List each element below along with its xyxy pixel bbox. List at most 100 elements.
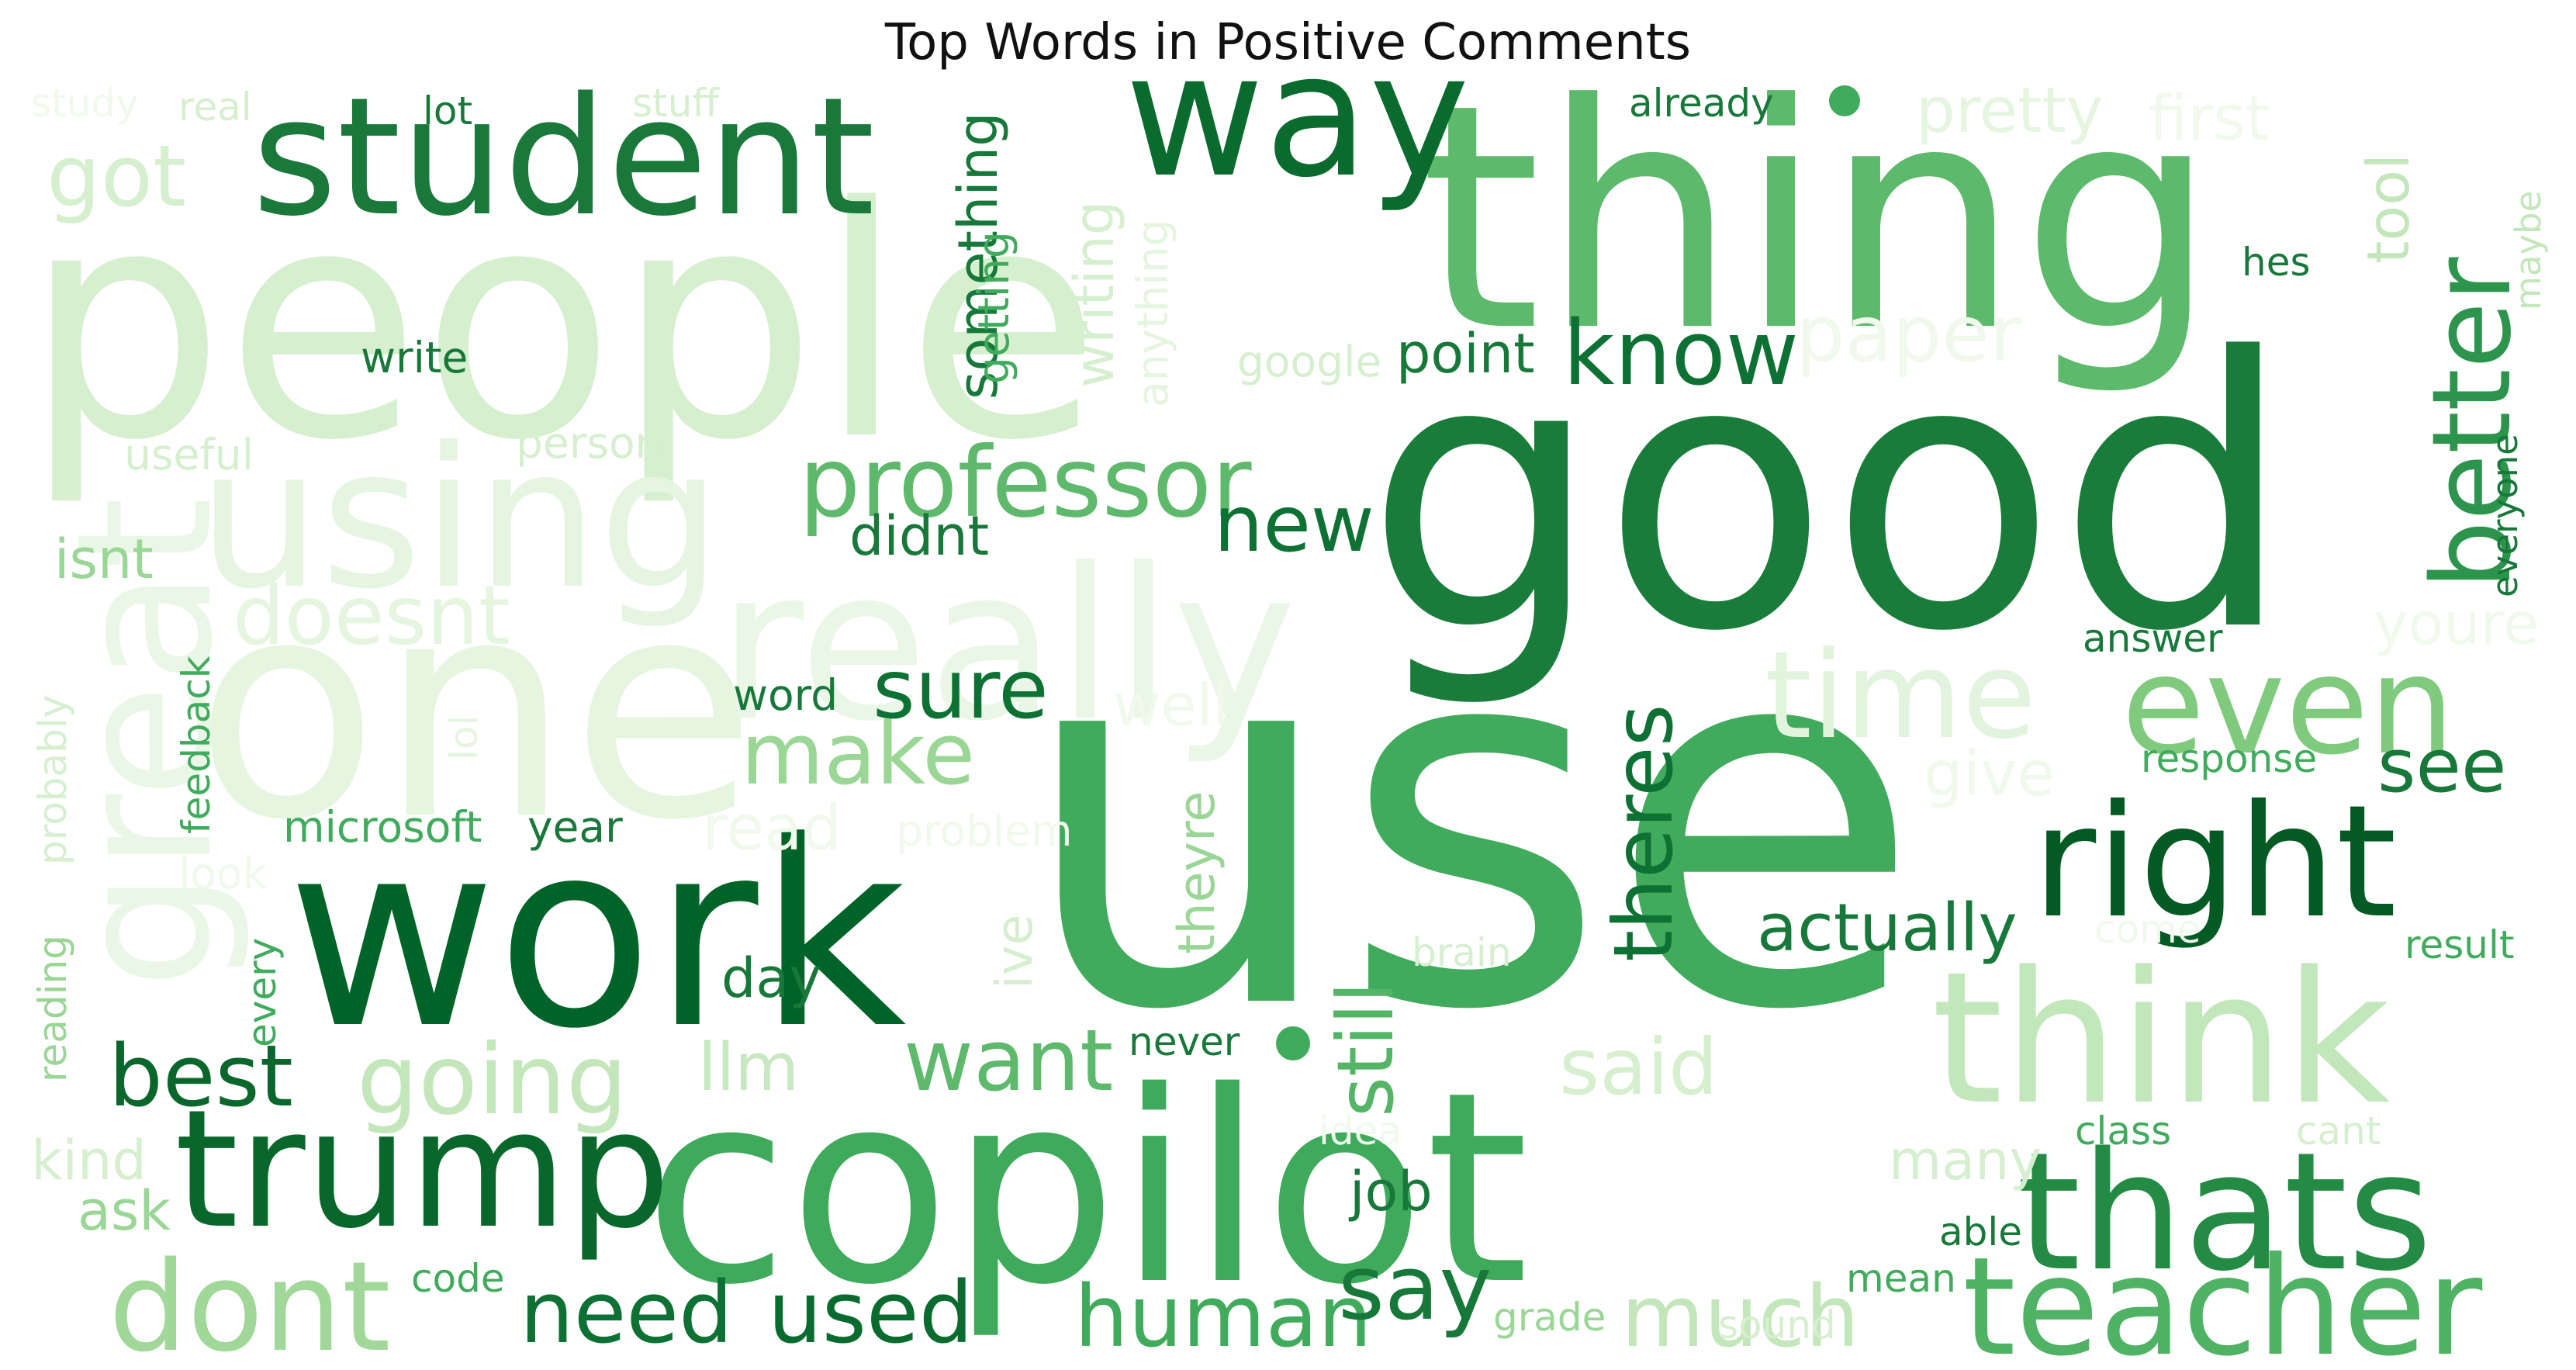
word-student: student bbox=[252, 62, 875, 252]
word-answer: answer bbox=[2083, 616, 2223, 661]
word-job: job bbox=[1348, 1160, 1433, 1223]
word-doesnt: doesnt bbox=[233, 569, 510, 663]
word-well: well bbox=[1113, 671, 1229, 739]
word-anything: anything bbox=[1128, 219, 1177, 407]
word-every: every bbox=[240, 938, 285, 1047]
word-give: give bbox=[1924, 738, 2056, 810]
word-response: response bbox=[2141, 736, 2317, 781]
word-professor: professor bbox=[799, 427, 1252, 539]
word-person: person bbox=[516, 418, 662, 468]
word-come: come bbox=[2094, 907, 2201, 952]
word-many: many bbox=[1889, 1129, 2042, 1192]
word-way: way bbox=[1125, 16, 1470, 215]
word-probably: probably bbox=[30, 695, 75, 865]
word-write: write bbox=[361, 333, 468, 382]
dot-glyph-2 bbox=[1276, 1026, 1310, 1060]
word-better: better bbox=[2409, 257, 2536, 590]
word-need: need bbox=[520, 1263, 733, 1362]
word-good: good bbox=[1365, 279, 2294, 713]
word-llm: llm bbox=[698, 1029, 799, 1106]
word-use: use bbox=[1016, 525, 1922, 1122]
word-said: said bbox=[1559, 1022, 1718, 1112]
word-theyre: theyre bbox=[1168, 791, 1226, 954]
word-class: class bbox=[2075, 1109, 2171, 1154]
word-work: work bbox=[287, 787, 907, 1085]
word-going: going bbox=[357, 1024, 628, 1136]
word-still: still bbox=[1320, 981, 1411, 1117]
word-pretty: pretty bbox=[1916, 74, 2103, 147]
word-using: using bbox=[198, 406, 721, 631]
word-time: time bbox=[1765, 625, 2036, 766]
word-really: really bbox=[717, 523, 1296, 767]
word-human: human bbox=[1074, 1267, 1372, 1366]
word-point: point bbox=[1396, 322, 1535, 386]
word-read: read bbox=[702, 792, 842, 864]
word-brain: brain bbox=[1412, 930, 1512, 975]
word-something: something bbox=[946, 112, 1010, 400]
word-much: much bbox=[1621, 1267, 1859, 1366]
word-study: study bbox=[31, 81, 139, 126]
word-idea: idea bbox=[1319, 1109, 1402, 1154]
word-first: first bbox=[2149, 82, 2270, 154]
dot-glyph-1 bbox=[1829, 85, 1860, 116]
word-grade: grade bbox=[1493, 1295, 1606, 1340]
word-new: new bbox=[1214, 479, 1374, 569]
word-feedback: feedback bbox=[174, 656, 219, 834]
word-actually: actually bbox=[1757, 890, 2018, 967]
word-say: say bbox=[1338, 1237, 1492, 1341]
word-day: day bbox=[721, 946, 821, 1010]
word-word: word bbox=[733, 670, 838, 720]
word-reading: reading bbox=[30, 935, 75, 1082]
word-know: know bbox=[1563, 302, 1799, 406]
word-never: never bbox=[1129, 1019, 1240, 1064]
word-getting: getting bbox=[969, 231, 1018, 384]
word-everyone: everyone bbox=[2484, 434, 2526, 597]
word-sure: sure bbox=[873, 642, 1049, 737]
word-code: code bbox=[411, 1256, 505, 1301]
word-sound: sound bbox=[1718, 1303, 1836, 1348]
word-thing: thing bbox=[1419, 39, 2218, 400]
word-isnt: isnt bbox=[54, 528, 154, 591]
word-want: want bbox=[904, 1011, 1113, 1110]
word-real: real bbox=[178, 85, 252, 130]
word-able: able bbox=[1939, 1209, 2022, 1254]
word-used: used bbox=[768, 1263, 973, 1362]
word-look: look bbox=[178, 849, 268, 898]
word-writing: writing bbox=[1063, 201, 1126, 388]
word-already: already bbox=[1629, 81, 1774, 126]
word-ive: ive bbox=[986, 914, 1044, 989]
word-even: even bbox=[2121, 628, 2455, 785]
word-one: one bbox=[194, 534, 757, 886]
word-stuff: stuff bbox=[632, 81, 720, 126]
word-thats: thats bbox=[2017, 1117, 2433, 1307]
word-great: great bbox=[36, 496, 254, 989]
word-dont: dont bbox=[109, 1234, 391, 1370]
word-think: think bbox=[1931, 933, 2390, 1145]
word-problem: problem bbox=[896, 806, 1073, 856]
word-didnt: didnt bbox=[849, 504, 989, 568]
word-got: got bbox=[47, 126, 186, 226]
word-lol: lol bbox=[441, 715, 486, 760]
word-maybe: maybe bbox=[2508, 191, 2549, 310]
page-title: Top Words in Positive Comments bbox=[884, 14, 1692, 71]
word-paper: paper bbox=[1796, 289, 2022, 379]
word-year: year bbox=[527, 802, 623, 852]
word-useful: useful bbox=[124, 430, 254, 479]
word-result: result bbox=[2405, 922, 2514, 967]
word-hes: hes bbox=[2242, 240, 2311, 285]
word-tool: tool bbox=[2354, 154, 2422, 264]
word-microsoft: microsoft bbox=[283, 802, 482, 852]
word-cant: cant bbox=[2296, 1109, 2381, 1154]
word-google: google bbox=[1237, 337, 1381, 386]
word-people: people bbox=[23, 139, 1101, 510]
word-copilot: copilot bbox=[644, 1036, 1529, 1343]
word-right: right bbox=[2032, 772, 2397, 953]
word-see: see bbox=[2377, 724, 2506, 809]
word-ask: ask bbox=[78, 1179, 171, 1243]
word-teacher: teacher bbox=[1962, 1229, 2482, 1370]
word-lot: lot bbox=[423, 88, 472, 133]
word-make: make bbox=[741, 704, 975, 804]
word-best: best bbox=[109, 1026, 293, 1126]
word-kind: kind bbox=[31, 1129, 147, 1192]
